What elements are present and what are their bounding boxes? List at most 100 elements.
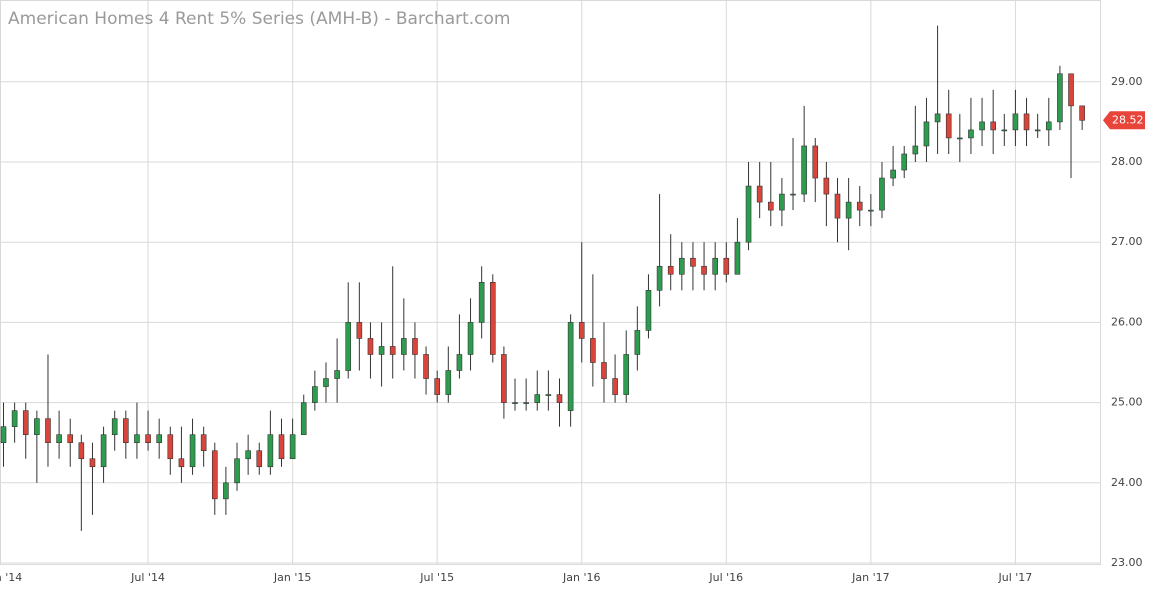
candle-body bbox=[67, 434, 74, 444]
candle-body bbox=[401, 338, 407, 355]
candle-body bbox=[11, 410, 18, 427]
candle-body bbox=[578, 322, 585, 339]
candle-body bbox=[501, 354, 507, 403]
chart-title: American Homes 4 Rent 5% Series (AMH-B) … bbox=[8, 9, 510, 29]
y-tick-label: 29.00 bbox=[1111, 75, 1143, 88]
candle-body bbox=[178, 458, 185, 468]
candle-body bbox=[601, 362, 607, 379]
candle-body bbox=[211, 450, 218, 500]
candle-body bbox=[389, 346, 396, 355]
candle-body bbox=[512, 402, 518, 404]
candle-body bbox=[345, 322, 352, 371]
candle-body bbox=[223, 482, 229, 500]
y-tick-label: 26.00 bbox=[1111, 315, 1143, 328]
y-tick-label: 23.00 bbox=[1111, 556, 1143, 569]
candle-body bbox=[957, 137, 963, 140]
candle-body bbox=[901, 153, 908, 171]
candle-body bbox=[801, 145, 807, 195]
candle-body bbox=[634, 330, 641, 355]
x-tick-label: Jul '17 bbox=[998, 571, 1033, 584]
candle-body bbox=[456, 354, 463, 371]
x-tick-label: Jan '15 bbox=[273, 571, 311, 584]
candle-body bbox=[300, 402, 307, 435]
candle-body bbox=[167, 434, 174, 460]
candle-body bbox=[745, 185, 752, 243]
candle-body bbox=[145, 434, 151, 444]
candle-body bbox=[56, 434, 62, 444]
candle-body bbox=[267, 434, 274, 468]
y-tick-label: 27.00 bbox=[1111, 235, 1143, 248]
candle-body bbox=[690, 257, 696, 267]
candle-body bbox=[1079, 105, 1085, 121]
candle-body bbox=[545, 394, 552, 396]
candle-body bbox=[89, 458, 96, 468]
candle-body bbox=[123, 418, 129, 444]
candles bbox=[0, 25, 1085, 531]
candle-body bbox=[423, 354, 429, 379]
candle-body bbox=[845, 201, 852, 219]
candle-body bbox=[968, 129, 974, 139]
x-tick-label: Jul '14 bbox=[130, 571, 165, 584]
candle-body bbox=[834, 193, 841, 219]
candle-body bbox=[656, 265, 663, 291]
candle-body bbox=[990, 121, 996, 131]
candle-body bbox=[78, 442, 85, 460]
grid bbox=[0, 0, 1100, 564]
candle-body bbox=[478, 282, 485, 323]
last-price-label: 28.52 bbox=[1112, 113, 1144, 126]
candle-body bbox=[1057, 73, 1063, 123]
candle-body bbox=[245, 450, 251, 460]
candle-body bbox=[434, 378, 440, 395]
candle-body bbox=[823, 177, 830, 195]
x-tick-label: Jan '17 bbox=[851, 571, 889, 584]
y-tick-label: 25.00 bbox=[1111, 396, 1143, 409]
candle-body bbox=[378, 346, 385, 355]
candle-body bbox=[111, 418, 118, 435]
candle-body bbox=[467, 322, 474, 355]
candle-body bbox=[445, 370, 452, 395]
x-tick-label: Jan '16 bbox=[562, 571, 600, 584]
candle-body bbox=[1045, 121, 1052, 131]
candle-body bbox=[312, 386, 318, 403]
candle-body bbox=[489, 282, 496, 355]
x-tick-label: Jul '15 bbox=[419, 571, 454, 584]
candle-body bbox=[134, 434, 140, 444]
candle-body bbox=[234, 458, 240, 484]
plot-frame bbox=[0, 0, 1101, 565]
candle-body bbox=[767, 201, 774, 211]
candle-body bbox=[945, 113, 952, 139]
candle-body bbox=[556, 394, 563, 403]
candle-body bbox=[1068, 73, 1074, 107]
candle-body bbox=[289, 434, 296, 460]
candle-body bbox=[868, 209, 874, 212]
candle-body bbox=[412, 338, 418, 355]
candle-body bbox=[45, 418, 51, 444]
candle-body bbox=[723, 257, 730, 275]
candle-body bbox=[1023, 113, 1030, 131]
candle-body bbox=[534, 394, 541, 403]
candle-body bbox=[979, 121, 985, 131]
candle-body bbox=[712, 257, 718, 275]
y-tick-label: 24.00 bbox=[1111, 476, 1143, 489]
candle-body bbox=[701, 265, 707, 275]
candle-body bbox=[590, 338, 596, 363]
candle-body bbox=[779, 193, 785, 211]
candle-body bbox=[278, 434, 285, 460]
candle-body bbox=[323, 378, 329, 387]
candle-body bbox=[256, 450, 263, 468]
y-tick-label: 28.00 bbox=[1111, 155, 1143, 168]
candle-body bbox=[612, 378, 618, 395]
candle-body bbox=[667, 265, 674, 275]
candle-body bbox=[100, 434, 107, 468]
candle-body bbox=[1034, 129, 1041, 132]
candle-body bbox=[1012, 113, 1019, 131]
candle-body bbox=[923, 121, 930, 147]
x-tick-label: Jul '16 bbox=[708, 571, 743, 584]
candle-body bbox=[1001, 129, 1008, 132]
candle-body bbox=[523, 402, 529, 404]
candle-body bbox=[567, 322, 574, 411]
candle-body bbox=[879, 177, 885, 211]
candle-body bbox=[790, 193, 796, 196]
